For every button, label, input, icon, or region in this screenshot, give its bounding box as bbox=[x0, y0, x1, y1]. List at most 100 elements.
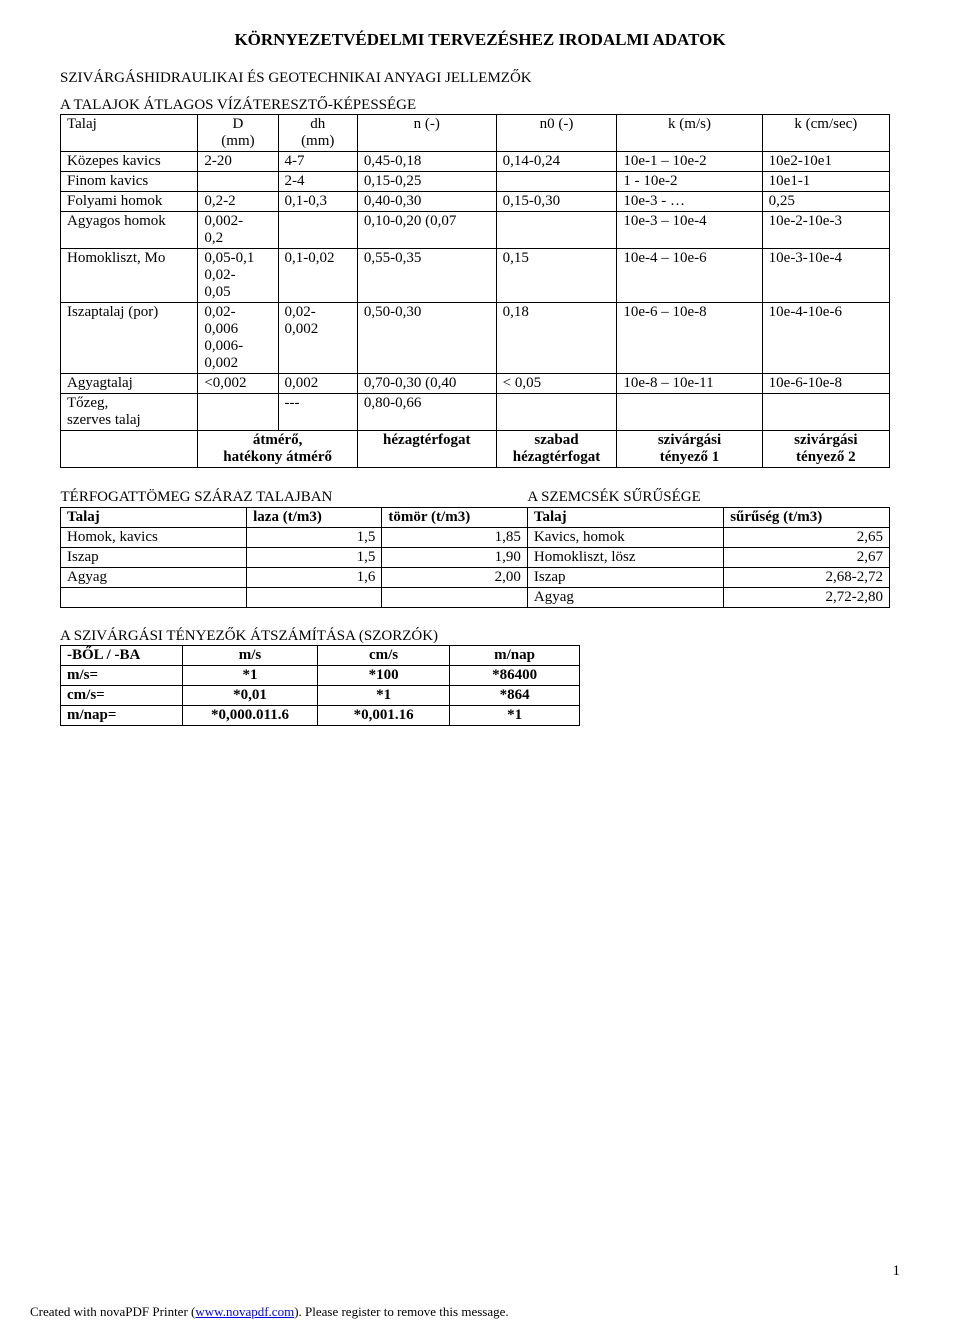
td: *1 bbox=[450, 706, 580, 726]
td: szivárgásitényező 1 bbox=[617, 431, 762, 468]
td: 10e-3 - … bbox=[617, 192, 762, 212]
table-row: Iszap1,51,90Homokliszt, lösz2,67 bbox=[61, 548, 890, 568]
td: 0,002 bbox=[278, 374, 357, 394]
td: cm/s= bbox=[61, 686, 183, 706]
td: Iszaptalaj (por) bbox=[61, 303, 198, 374]
td: m/nap= bbox=[61, 706, 183, 726]
table-head-row: Talaj laza (t/m3) tömör (t/m3) Talaj sűr… bbox=[61, 508, 890, 528]
td: 2,67 bbox=[724, 548, 890, 568]
td: 10e-8 – 10e-11 bbox=[617, 374, 762, 394]
td: 0,05-0,10,02-0,05 bbox=[198, 249, 278, 303]
table2-combined: TÉRFOGATTÖMEG SZÁRAZ TALAJBAN A SZEMCSÉK… bbox=[60, 488, 890, 608]
td: Iszap bbox=[61, 548, 247, 568]
td: 1 - 10e-2 bbox=[617, 172, 762, 192]
table-row: Agyag2,72-2,80 bbox=[61, 588, 890, 608]
td: *0,001.16 bbox=[317, 706, 449, 726]
td: átmérő,hatékony átmérő bbox=[198, 431, 358, 468]
table-row: Közepes kavics2-204-70,45-0,180,14-0,241… bbox=[61, 152, 890, 172]
td: Kavics, homok bbox=[527, 528, 723, 548]
th: sűrűség (t/m3) bbox=[724, 508, 890, 528]
table1: Talaj D(mm) dh(mm) n (-) n0 (-) k (m/s) … bbox=[60, 114, 890, 468]
pdf-footer: Created with novaPDF Printer (www.novapd… bbox=[30, 1304, 509, 1320]
table-row: Agyagos homok0,002-0,20,10-0,20 (0,0710e… bbox=[61, 212, 890, 249]
td: 10e-3-10e-4 bbox=[762, 249, 889, 303]
table-head-row: Talaj D(mm) dh(mm) n (-) n0 (-) k (m/s) … bbox=[61, 115, 890, 152]
td: 1,6 bbox=[247, 568, 382, 588]
th: -BŐL / -BA bbox=[61, 646, 183, 666]
th: m/nap bbox=[450, 646, 580, 666]
th: D(mm) bbox=[198, 115, 278, 152]
page-title: KÖRNYEZETVÉDELMI TERVEZÉSHEZ IRODALMI AD… bbox=[60, 30, 900, 50]
th: cm/s bbox=[317, 646, 449, 666]
td: 0,15-0,30 bbox=[496, 192, 617, 212]
th: Talaj bbox=[527, 508, 723, 528]
td: Agyagos homok bbox=[61, 212, 198, 249]
td: 10e-4 – 10e-6 bbox=[617, 249, 762, 303]
td: --- bbox=[278, 394, 357, 431]
td bbox=[198, 172, 278, 192]
table-row: cm/s=*0,01*1*864 bbox=[61, 686, 580, 706]
td: 2,72-2,80 bbox=[724, 588, 890, 608]
th: Talaj bbox=[61, 508, 247, 528]
td: 0,80-0,66 bbox=[357, 394, 496, 431]
td bbox=[247, 588, 382, 608]
table-row: m/nap=*0,000.011.6*0,001.16*1 bbox=[61, 706, 580, 726]
td: 2-4 bbox=[278, 172, 357, 192]
table-row: Iszaptalaj (por)0,02-0,0060,006-0,0020,0… bbox=[61, 303, 890, 374]
footer-link[interactable]: www.novapdf.com bbox=[195, 1304, 294, 1319]
td bbox=[617, 394, 762, 431]
td: 0,2-2 bbox=[198, 192, 278, 212]
td: Homokliszt, Mo bbox=[61, 249, 198, 303]
table3: -BŐL / -BA m/s cm/s m/nap m/s=*1*100*864… bbox=[60, 645, 580, 726]
td: Tőzeg,szerves talaj bbox=[61, 394, 198, 431]
td: 2,00 bbox=[382, 568, 527, 588]
td bbox=[496, 394, 617, 431]
table-footer-row: átmérő,hatékony átmérő hézagtérfogat sza… bbox=[61, 431, 890, 468]
td: 0,25 bbox=[762, 192, 889, 212]
th: k (cm/sec) bbox=[762, 115, 889, 152]
caption-row: TÉRFOGATTÖMEG SZÁRAZ TALAJBAN A SZEMCSÉK… bbox=[61, 488, 890, 508]
table-row: Homok, kavics1,51,85Kavics, homok2,65 bbox=[61, 528, 890, 548]
td: szivárgásitényező 2 bbox=[762, 431, 889, 468]
td: hézagtérfogat bbox=[357, 431, 496, 468]
td: *0,01 bbox=[183, 686, 318, 706]
table-head-row: -BŐL / -BA m/s cm/s m/nap bbox=[61, 646, 580, 666]
td: 10e1-1 bbox=[762, 172, 889, 192]
table2a-caption: TÉRFOGATTÖMEG SZÁRAZ TALAJBAN bbox=[61, 488, 528, 508]
td: 0,70-0,30 (0,40 bbox=[357, 374, 496, 394]
td: m/s= bbox=[61, 666, 183, 686]
td: 0,50-0,30 bbox=[357, 303, 496, 374]
th: dh(mm) bbox=[278, 115, 357, 152]
td: *86400 bbox=[450, 666, 580, 686]
td: 10e-2-10e-3 bbox=[762, 212, 889, 249]
td: 2,68-2,72 bbox=[724, 568, 890, 588]
td: *0,000.011.6 bbox=[183, 706, 318, 726]
td: 10e-4-10e-6 bbox=[762, 303, 889, 374]
table-row: m/s=*1*100*86400 bbox=[61, 666, 580, 686]
td: 10e-3 – 10e-4 bbox=[617, 212, 762, 249]
td: szabadhézagtérfogat bbox=[496, 431, 617, 468]
td: <0,002 bbox=[198, 374, 278, 394]
table-row: Tőzeg,szerves talaj ---0,80-0,66 bbox=[61, 394, 890, 431]
th: k (m/s) bbox=[617, 115, 762, 152]
td: *864 bbox=[450, 686, 580, 706]
table-row: Agyagtalaj<0,0020,0020,70-0,30 (0,40< 0,… bbox=[61, 374, 890, 394]
td: < 0,05 bbox=[496, 374, 617, 394]
td: 0,10-0,20 (0,07 bbox=[357, 212, 496, 249]
td: 10e2-10e1 bbox=[762, 152, 889, 172]
td bbox=[762, 394, 889, 431]
footer-text: ). Please register to remove this messag… bbox=[294, 1304, 508, 1319]
table-row: Folyami homok0,2-20,1-0,30,40-0,300,15-0… bbox=[61, 192, 890, 212]
td: 0,02-0,0060,006-0,002 bbox=[198, 303, 278, 374]
td: Közepes kavics bbox=[61, 152, 198, 172]
td: Folyami homok bbox=[61, 192, 198, 212]
table1-caption: A TALAJOK ÁTLAGOS VÍZÁTERESZTŐ-KÉPESSÉGE bbox=[60, 97, 900, 114]
td: 2,65 bbox=[724, 528, 890, 548]
th: tömör (t/m3) bbox=[382, 508, 527, 528]
td bbox=[61, 431, 198, 468]
table-row: Agyag1,62,00Iszap2,68-2,72 bbox=[61, 568, 890, 588]
td: *100 bbox=[317, 666, 449, 686]
td: 0,02-0,002 bbox=[278, 303, 357, 374]
td: 0,45-0,18 bbox=[357, 152, 496, 172]
td: Homok, kavics bbox=[61, 528, 247, 548]
